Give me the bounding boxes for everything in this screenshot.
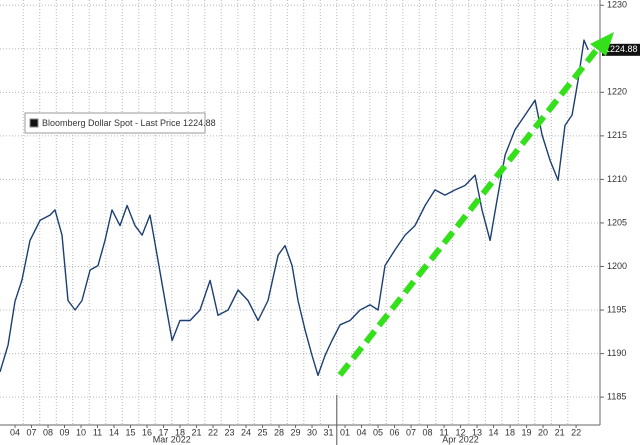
x-tick-label: 11 xyxy=(439,427,448,437)
price-line xyxy=(0,39,589,377)
legend-swatch xyxy=(29,118,39,128)
y-tick-label: 1220 xyxy=(607,87,627,97)
x-tick-label: 10 xyxy=(76,427,86,437)
trend-arrowhead xyxy=(590,32,614,56)
x-tick-label: 24 xyxy=(241,427,251,437)
x-tick-label: 29 xyxy=(291,427,301,437)
month-label: Mar 2022 xyxy=(153,434,191,444)
x-tick-label: 21 xyxy=(555,427,565,437)
x-tick-label: 25 xyxy=(258,427,268,437)
x-tick-label: 30 xyxy=(307,427,317,437)
grid: 1185119011951200120512101215122012251230… xyxy=(0,0,627,445)
y-tick-label: 1205 xyxy=(607,217,627,227)
x-tick-label: 21 xyxy=(192,427,202,437)
x-tick-label: 13 xyxy=(472,427,482,437)
x-tick-label: 17 xyxy=(159,427,169,437)
x-tick-label: 08 xyxy=(43,427,53,437)
x-tick-label: 22 xyxy=(571,427,581,437)
x-tick-label: 18 xyxy=(175,427,185,437)
x-tick-label: 01 xyxy=(340,427,350,437)
legend-box xyxy=(24,112,206,134)
y-tick-label: 1230 xyxy=(607,0,627,10)
x-tick-label: 31 xyxy=(324,427,334,437)
x-tick-label: 28 xyxy=(274,427,284,437)
x-tick-label: 05 xyxy=(373,427,383,437)
x-tick-label: 14 xyxy=(489,427,499,437)
month-label: Apr 2022 xyxy=(442,434,479,444)
x-tick-label: 11 xyxy=(93,427,102,437)
y-tick-label: 1215 xyxy=(607,130,627,140)
x-tick-label: 04 xyxy=(10,427,20,437)
last-price-tag xyxy=(602,43,640,56)
x-tick-label: 15 xyxy=(126,427,136,437)
x-tick-label: 18 xyxy=(505,427,515,437)
y-tick-label: 1195 xyxy=(607,304,626,314)
last-price-label: 1224.88 xyxy=(605,44,638,54)
x-tick-label: 20 xyxy=(538,427,548,437)
trend-arrow xyxy=(337,46,601,377)
x-tick-label: 22 xyxy=(208,427,218,437)
x-tick-label: 07 xyxy=(27,427,37,437)
x-tick-label: 19 xyxy=(522,427,532,437)
x-tick-label: 07 xyxy=(406,427,416,437)
x-tick-label: 12 xyxy=(456,427,466,437)
y-tick-label: 1200 xyxy=(607,261,627,271)
y-tick-label: 1190 xyxy=(607,348,626,358)
y-tick-label: 1185 xyxy=(607,392,626,402)
x-tick-label: 06 xyxy=(390,427,400,437)
plot: 1224.88 xyxy=(0,39,640,377)
x-tick-label: 23 xyxy=(225,427,235,437)
x-tick-label: 16 xyxy=(142,427,152,437)
x-tick-label: 04 xyxy=(357,427,367,437)
x-tick-label: 08 xyxy=(423,427,433,437)
x-tick-label: 09 xyxy=(60,427,70,437)
x-tick-label: 14 xyxy=(109,427,119,437)
y-tick-label: 1210 xyxy=(607,174,627,184)
legend-text: Bloomberg Dollar Spot - Last Price 1224.… xyxy=(42,118,216,128)
legend: Bloomberg Dollar Spot - Last Price 1224.… xyxy=(24,112,216,134)
